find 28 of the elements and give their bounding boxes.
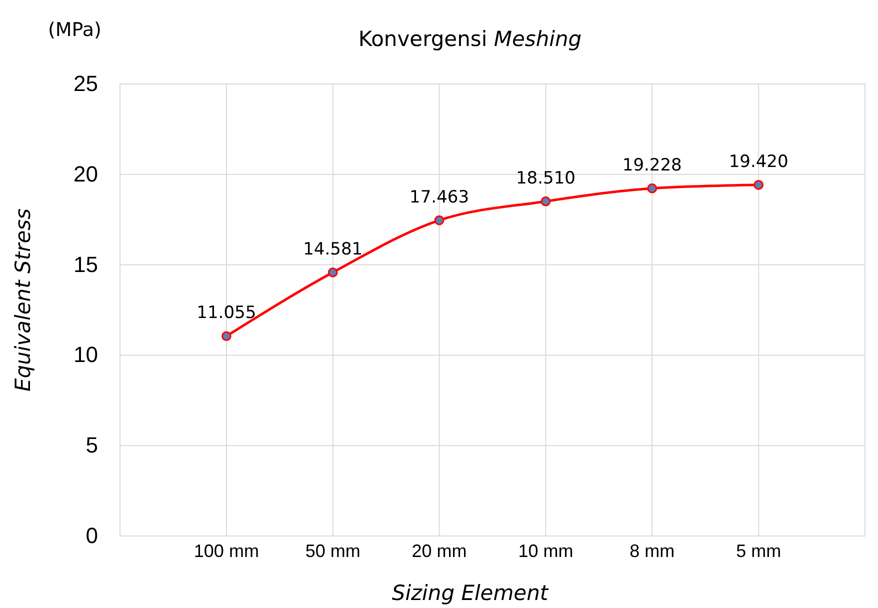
point	[328, 267, 338, 278]
data-label: 17.463	[410, 187, 470, 208]
data-label: 19.420	[728, 152, 788, 172]
data-label: 11.055	[196, 303, 256, 324]
data-label: 14.581	[303, 239, 363, 260]
point	[221, 331, 232, 342]
x-tick-label: 5 mm	[736, 540, 782, 561]
x-tick-label: 10 mm	[518, 540, 574, 561]
y-tick-label: 10	[74, 342, 98, 368]
chart-title: Konvergensi Meshing	[358, 27, 582, 51]
y-tick-label: 5	[86, 432, 98, 458]
y-axis-title: Equivalent Stress	[11, 208, 35, 392]
point	[434, 215, 444, 226]
data-label: 19.228	[622, 155, 682, 176]
x-tick-label: 8 mm	[630, 540, 675, 561]
point	[540, 196, 551, 206]
y-tick-label: 0	[86, 523, 98, 548]
x-tick-label: 100 mm	[194, 540, 259, 561]
point	[647, 183, 658, 194]
x-tick-label: 50 mm	[305, 540, 360, 561]
y-tick-label: 20	[74, 161, 98, 186]
data-label: 18.510	[516, 168, 576, 188]
y-tick-label: 15	[74, 252, 98, 277]
text: (MPa)	[48, 19, 102, 41]
y-tick-label: 25	[74, 71, 98, 96]
x-axis-title: Sizing Element	[392, 581, 549, 605]
point	[754, 180, 764, 190]
x-tick-label: 20 mm	[412, 540, 467, 561]
